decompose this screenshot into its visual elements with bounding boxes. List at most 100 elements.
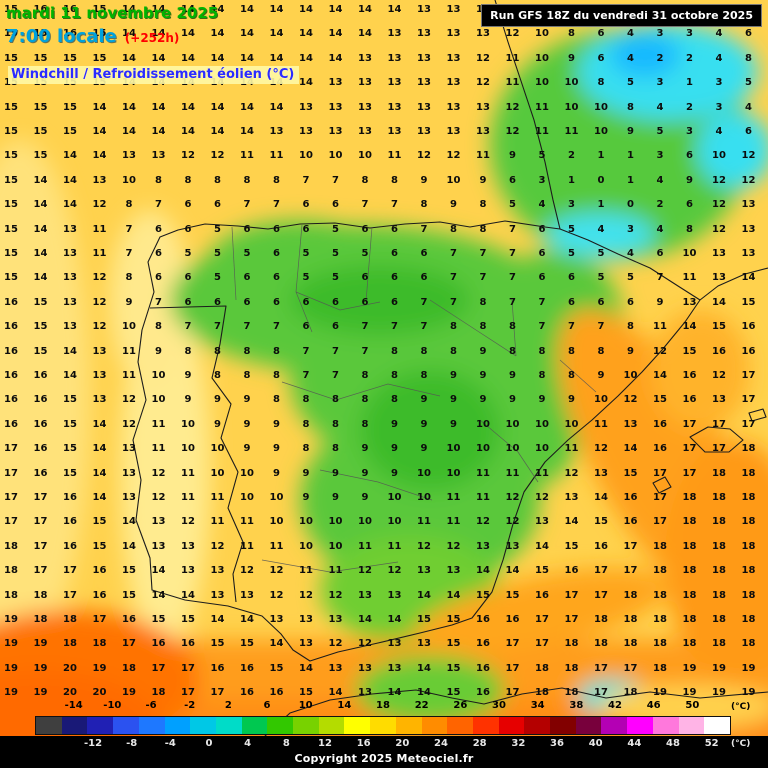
map-temp-value: 3 <box>656 28 664 40</box>
colorbar-segment <box>61 717 88 734</box>
map-temp-value: 16 <box>63 516 77 528</box>
colorbar-label-top: 14 <box>337 700 352 711</box>
map-temp-value: 12 <box>446 540 461 552</box>
map-temp-value: 10 <box>594 126 608 137</box>
map-temp-value: 18 <box>63 638 77 650</box>
map-temp-value: 14 <box>210 126 225 137</box>
map-temp-value: 14 <box>505 565 520 577</box>
map-temp-value: 14 <box>63 345 77 357</box>
map-temp-value: 8 <box>332 418 339 430</box>
map-temp-value: 5 <box>243 248 251 259</box>
map-temp-value: 15 <box>4 126 18 137</box>
map-temp-value: 17 <box>151 662 166 674</box>
colorbar-label-top: 2 <box>224 700 232 711</box>
map-temp-value: 10 <box>476 418 490 430</box>
map-temp-value: 10 <box>299 540 313 552</box>
map-temp-value: 3 <box>538 174 546 186</box>
map-temp-value: 16 <box>63 492 77 503</box>
map-temp-value: 6 <box>391 223 398 235</box>
map-temp-value: 12 <box>299 589 313 601</box>
map-temp-value: 12 <box>417 150 431 162</box>
colorbar-segment <box>421 717 448 734</box>
map-temp-value: 18 <box>623 638 638 650</box>
map-temp-value: 13 <box>387 52 402 64</box>
map-temp-value: 14 <box>181 28 195 40</box>
map-temp-value: 16 <box>122 614 136 625</box>
map-temp-value: 16 <box>33 4 48 15</box>
colorbar-label-top: -14 <box>64 700 83 711</box>
map-temp-value: 13 <box>446 52 461 64</box>
map-temp-value: 5 <box>332 272 339 284</box>
map-temp-value: 13 <box>92 394 107 406</box>
map-temp-value: 18 <box>4 589 18 601</box>
colorbar-segment <box>344 717 371 734</box>
map-temp-value: 8 <box>538 345 546 357</box>
map-temp-value: 16 <box>653 418 667 430</box>
map-temp-value: 8 <box>597 345 605 357</box>
colorbar-label-top: -2 <box>184 700 196 711</box>
map-temp-value: 8 <box>332 443 339 455</box>
map-temp-value: 19 <box>682 662 697 674</box>
map-temp-value: 2 <box>568 150 575 162</box>
map-temp-value: 17 <box>4 467 18 479</box>
map-temp-value: 12 <box>122 394 136 406</box>
colorbar-segment <box>370 717 396 734</box>
map-temp-value: 6 <box>420 272 428 284</box>
map-temp-value: 18 <box>682 589 697 601</box>
colorbar-segment <box>241 717 268 734</box>
map-temp-value: 8 <box>214 174 221 186</box>
map-temp-value: 12 <box>240 565 254 577</box>
map-temp-value: 10 <box>564 418 579 430</box>
map-temp-value: 9 <box>155 345 162 357</box>
map-temp-value: 7 <box>450 272 457 284</box>
map-temp-value: 6 <box>361 223 369 235</box>
map-temp-value: 17 <box>594 687 608 699</box>
map-temp-value: 12 <box>446 150 461 162</box>
map-temp-value: 8 <box>538 370 546 381</box>
colorbar-label-top: 10 <box>298 700 313 711</box>
map-temp-value: 14 <box>210 52 225 64</box>
map-temp-value: 17 <box>4 492 18 503</box>
map-temp-value: 7 <box>479 248 487 259</box>
map-temp-value: 13 <box>417 565 431 577</box>
map-temp-value: 12 <box>476 516 490 528</box>
map-temp-value: 8 <box>302 443 310 455</box>
map-temp-value: 7 <box>420 296 428 308</box>
map-temp-value: 18 <box>712 540 726 552</box>
map-temp-value: 16 <box>653 443 667 455</box>
map-temp-value: 8 <box>479 223 487 235</box>
map-temp-value: 14 <box>269 4 284 15</box>
map-temp-value: 16 <box>240 687 254 699</box>
map-temp-value: 12 <box>653 345 667 357</box>
colorbar-label-bottom: 12 <box>318 738 332 749</box>
map-temp-value: 6 <box>568 272 575 284</box>
map-temp-value: 7 <box>509 272 516 284</box>
map-temp-value: 17 <box>594 662 608 674</box>
map-temp-value: 6 <box>273 296 280 308</box>
colorbar-segment <box>215 717 242 734</box>
map-temp-value: 6 <box>214 199 221 211</box>
map-temp-value: 17 <box>741 370 756 381</box>
map-temp-value: 13 <box>446 126 461 137</box>
map-temp-value: 14 <box>122 4 136 15</box>
map-temp-value: 12 <box>535 492 549 503</box>
map-temp-value: 11 <box>505 467 520 479</box>
map-temp-value: 14 <box>33 223 48 235</box>
map-temp-value: 8 <box>450 321 457 333</box>
map-temp-value: 4 <box>715 28 723 40</box>
map-temp-value: 12 <box>712 199 726 211</box>
map-temp-value: 14 <box>240 28 254 40</box>
map-temp-value: 9 <box>361 443 369 455</box>
map-temp-value: 13 <box>476 101 490 113</box>
map-temp-value: 20 <box>63 662 77 674</box>
map-temp-value: 15 <box>299 687 313 699</box>
map-temp-value: 9 <box>302 467 310 479</box>
map-temp-value: 7 <box>361 199 369 211</box>
map-temp-value: 13 <box>63 296 77 308</box>
map-temp-value: 13 <box>623 418 638 430</box>
map-temp-value: 14 <box>358 614 372 625</box>
map-temp-value: 16 <box>33 467 48 479</box>
map-temp-value: 14 <box>151 52 166 64</box>
map-temp-value: 18 <box>653 638 667 650</box>
